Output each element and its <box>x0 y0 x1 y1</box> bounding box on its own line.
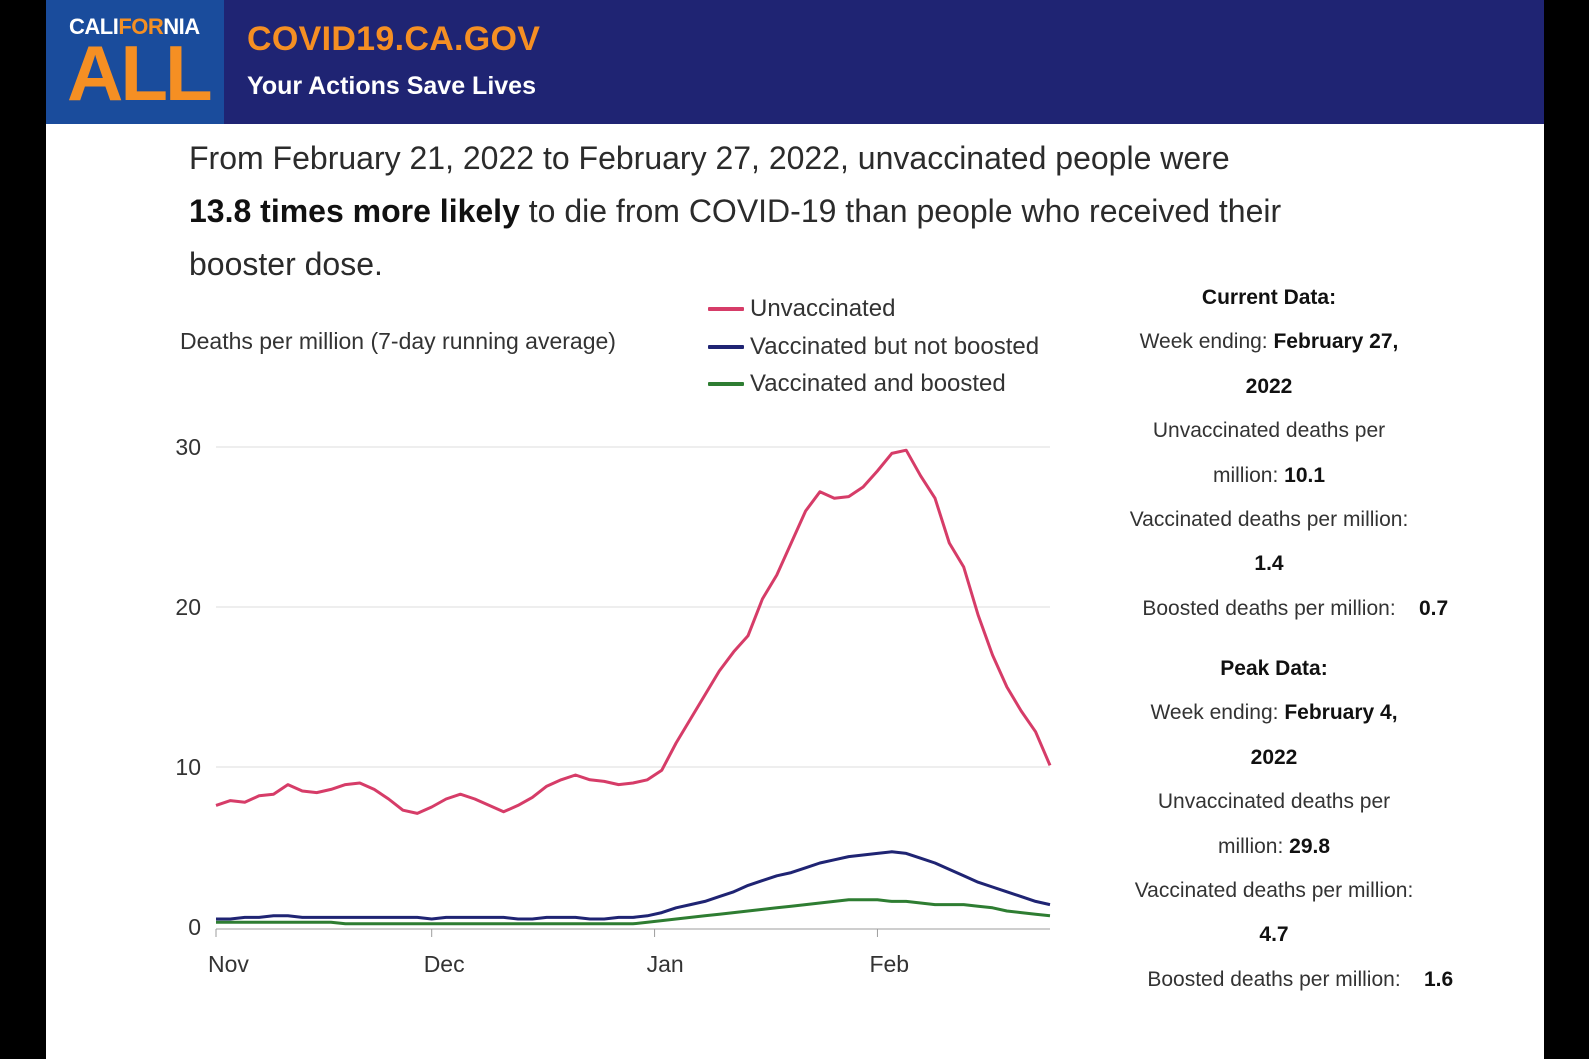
legend-swatch <box>708 344 744 349</box>
site-banner: CALIFORNIA ALL COVID19.CA.GOV Your Actio… <box>46 0 1544 124</box>
current-vax-value: 1.4 <box>1254 552 1284 576</box>
peak-data-panel: Peak Data: Week ending: February 4, 2022… <box>1084 647 1464 1002</box>
current-data-panel: Current Data: Week ending: February 27, … <box>1079 276 1459 631</box>
y-tick-label: 0 <box>188 914 201 940</box>
series-line-vaccinated-but-not-boosted <box>216 850 1051 921</box>
current-week: Week ending: February 27, <box>1139 330 1399 354</box>
legend-swatch <box>708 382 744 386</box>
x-tick-label: Jan <box>647 951 684 977</box>
line-chart: 0 10 20 30 Nov Dec Jan Feb <box>175 434 1052 977</box>
x-tick-label: Feb <box>869 951 909 977</box>
y-tick-label: 30 <box>175 434 201 460</box>
peak-vax-label: Vaccinated deaths per million: <box>1134 879 1414 903</box>
current-boost: Boosted deaths per million: 0.7 <box>1142 596 1449 620</box>
current-unvax-label: Unvaccinated deaths per <box>1152 419 1386 443</box>
legend-label: Unvaccinated <box>750 295 896 322</box>
series-line-vaccinated-and-boosted <box>216 898 1051 926</box>
logo-state-name: CALIFORNIA <box>69 14 200 39</box>
current-data-heading: Current Data: <box>1201 286 1337 309</box>
y-axis-label: Deaths per million (7-day running averag… <box>180 328 616 354</box>
current-unvax: million: 10.1 <box>1212 463 1326 487</box>
peak-week: Week ending: February 4, <box>1150 701 1398 725</box>
legend-label: Vaccinated but not boosted <box>750 332 1040 360</box>
site-title-link[interactable]: COVID19.CA.GOV <box>247 20 541 58</box>
headline-emphasis: 13.8 times more likely <box>189 193 520 229</box>
headline-text-2: to die from COVID-19 than people who rec… <box>189 193 1282 282</box>
series-line-unvaccinated <box>215 448 1052 815</box>
logo-all-text: ALL <box>67 29 213 117</box>
headline: From February 21, 2022 to February 27, 2… <box>189 132 1359 291</box>
x-tick-label: Nov <box>208 951 249 977</box>
current-vax-label: Vaccinated deaths per million: <box>1129 508 1409 532</box>
x-tick-label: Dec <box>424 951 465 977</box>
peak-data-heading: Peak Data: <box>1220 657 1328 680</box>
peak-unvax: million: 29.8 <box>1217 834 1331 858</box>
peak-vax-value: 4.7 <box>1259 923 1289 947</box>
headline-text-1: From February 21, 2022 to February 27, 2… <box>189 140 1230 176</box>
peak-unvax-label: Unvaccinated deaths per <box>1157 790 1391 814</box>
legend-swatch <box>708 307 744 311</box>
site-tagline: Your Actions Save Lives <box>247 72 536 100</box>
y-tick-label: 10 <box>175 754 201 780</box>
california-all-logo[interactable]: CALIFORNIA ALL <box>46 0 224 124</box>
page: CALIFORNIA ALL COVID19.CA.GOV Your Actio… <box>46 0 1544 1059</box>
legend-label: Vaccinated and boosted <box>750 370 1006 397</box>
current-week-year: 2022 <box>1245 374 1293 398</box>
peak-boost: Boosted deaths per million: 1.6 <box>1147 967 1454 991</box>
peak-week-year: 2022 <box>1250 745 1298 769</box>
y-tick-label: 20 <box>175 594 201 620</box>
